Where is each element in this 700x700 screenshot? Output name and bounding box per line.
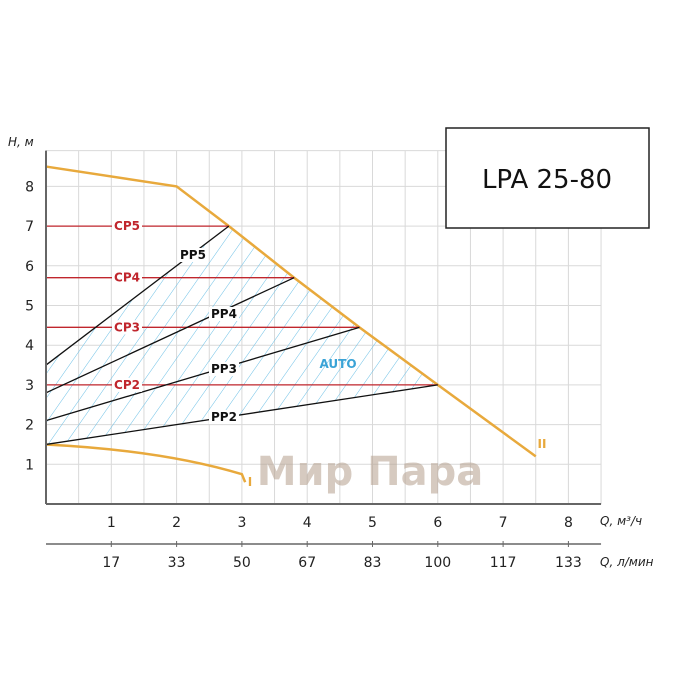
x-tick: 6 xyxy=(433,515,442,531)
cp4-label: CP4 xyxy=(114,271,140,285)
pp5-label: PP5 xyxy=(180,248,206,262)
y-tick: 2 xyxy=(25,418,34,434)
curve-pp3 xyxy=(45,326,360,422)
cp2-label: CP2 xyxy=(114,378,140,392)
x-tick-secondary: 17 xyxy=(102,555,120,571)
curves xyxy=(45,165,537,483)
x-tick: 7 xyxy=(499,515,508,531)
x-tick: 8 xyxy=(564,515,573,531)
x-tick-secondary: 83 xyxy=(364,555,382,571)
curve-i-label: I xyxy=(248,475,252,489)
watermark: Мир Пара xyxy=(257,449,483,495)
x-axis-label-secondary: Q, л/мин xyxy=(600,555,654,569)
x-tick-secondary: 50 xyxy=(233,555,251,571)
y-tick: 1 xyxy=(25,457,34,473)
grid xyxy=(46,150,602,504)
y-tick: 6 xyxy=(25,259,34,275)
model-label: LPA 25-80 xyxy=(482,165,612,195)
x-tick: 4 xyxy=(303,515,312,531)
y-tick: 8 xyxy=(25,179,34,195)
auto-zone xyxy=(46,226,438,445)
x-tick-secondary: 117 xyxy=(490,555,517,571)
y-tick: 5 xyxy=(25,299,34,315)
x-tick: 3 xyxy=(237,515,246,531)
curve-pp4 xyxy=(45,277,295,394)
x-tick-secondary: 33 xyxy=(168,555,186,571)
pp4-label: PP4 xyxy=(211,307,237,321)
pp3-label: PP3 xyxy=(211,362,237,376)
auto-area-hatch xyxy=(46,226,438,445)
x-tick-secondary: 133 xyxy=(555,555,582,571)
x-tick: 1 xyxy=(107,515,116,531)
curve-ii-label: II xyxy=(538,437,547,451)
x-tick-secondary: 100 xyxy=(424,555,451,571)
auto-label: AUTO xyxy=(319,357,356,371)
cp5-label: CP5 xyxy=(114,219,140,233)
curve-pp2 xyxy=(45,384,438,446)
model-box: LPA 25-80 xyxy=(445,127,650,229)
y-axis-label: H, м xyxy=(8,135,34,149)
curve-i-min-speed- xyxy=(45,443,247,483)
pp2-label: PP2 xyxy=(211,410,237,424)
y-tick: 7 xyxy=(25,219,34,235)
x-tick: 2 xyxy=(172,515,181,531)
cp3-label: CP3 xyxy=(114,320,140,334)
y-tick: 4 xyxy=(25,338,34,354)
y-tick: 3 xyxy=(25,378,34,394)
x-tick: 5 xyxy=(368,515,377,531)
x-tick-secondary: 67 xyxy=(298,555,316,571)
x-axis-label: Q, м³/ч xyxy=(600,514,642,528)
